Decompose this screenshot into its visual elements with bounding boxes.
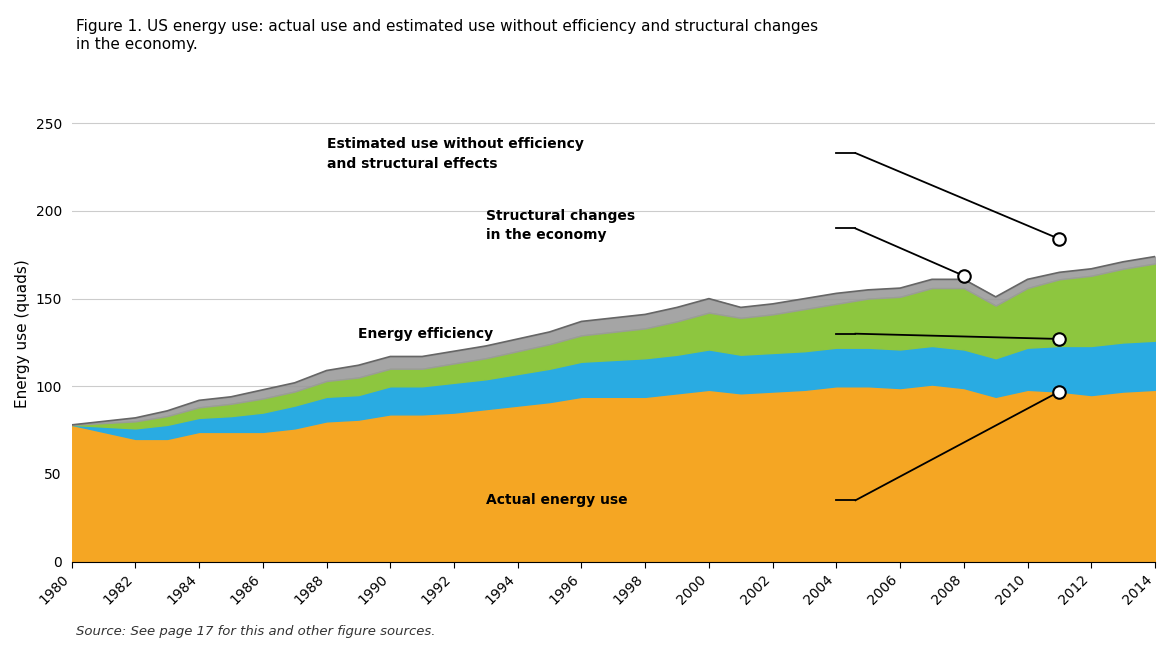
- Text: Estimated use without efficiency: Estimated use without efficiency: [326, 137, 584, 151]
- Text: Energy efficiency: Energy efficiency: [358, 327, 494, 341]
- Text: Structural changes: Structural changes: [486, 209, 635, 223]
- Text: Source: See page 17 for this and other figure sources.: Source: See page 17 for this and other f…: [76, 625, 435, 638]
- Text: Figure 1. US energy use: actual use and estimated use without efficiency and str: Figure 1. US energy use: actual use and …: [76, 19, 818, 52]
- Y-axis label: Energy use (quads): Energy use (quads): [15, 259, 30, 408]
- Text: in the economy: in the economy: [486, 229, 606, 242]
- Text: and structural effects: and structural effects: [326, 157, 497, 170]
- Text: Actual energy use: Actual energy use: [486, 493, 627, 507]
